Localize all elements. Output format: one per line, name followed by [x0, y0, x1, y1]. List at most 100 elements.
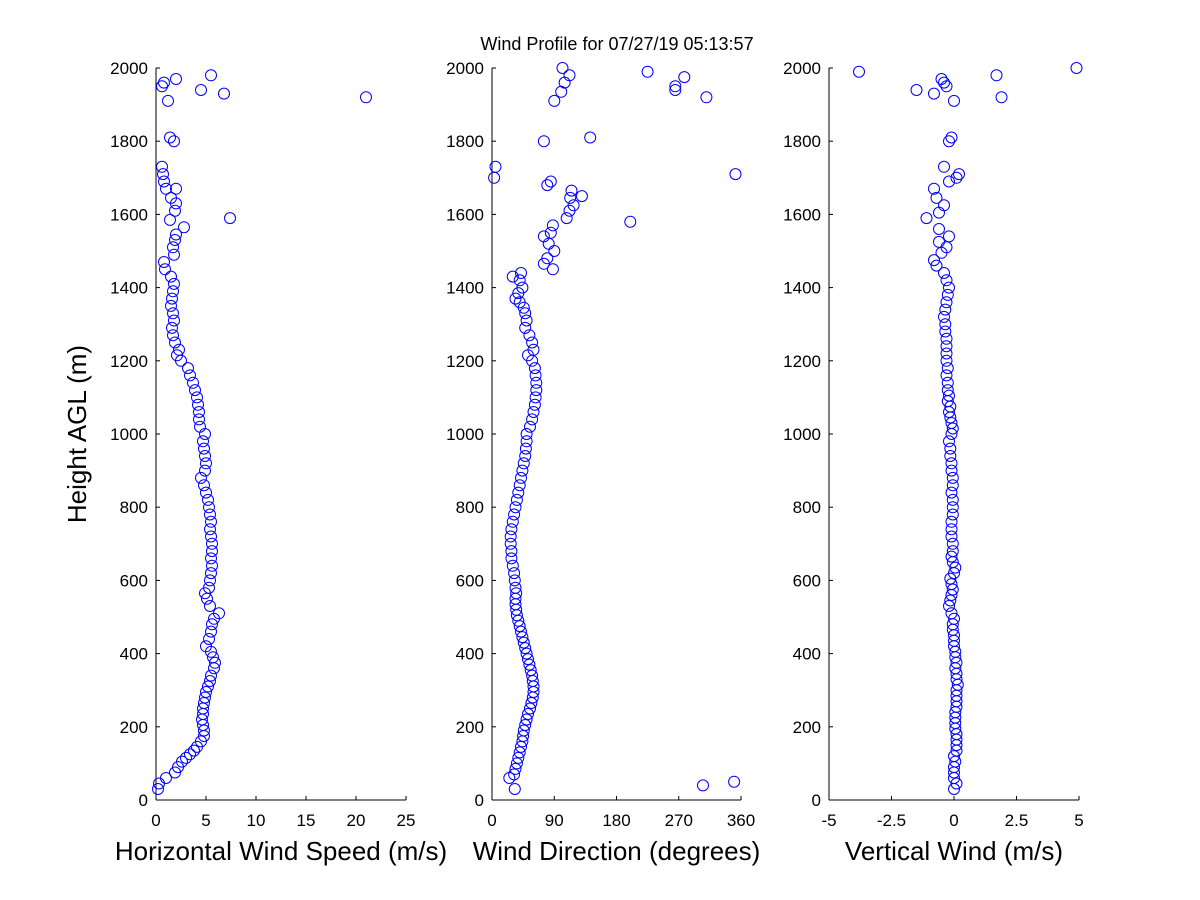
- data-point: [195, 471, 207, 484]
- data-point: [165, 299, 177, 312]
- data-point: [202, 680, 214, 693]
- data-point: [168, 314, 180, 327]
- x-tick-label: 0: [949, 811, 958, 830]
- data-point: [192, 398, 204, 411]
- x-tick-label: 180: [602, 811, 630, 830]
- data-point: [940, 369, 953, 382]
- data-point: [173, 343, 185, 356]
- data-point: [157, 168, 169, 181]
- data-point: [624, 215, 637, 228]
- data-point: [205, 552, 217, 565]
- data-point: [522, 708, 534, 720]
- data-point: [199, 691, 211, 704]
- data-point: [166, 321, 178, 334]
- data-point: [940, 354, 953, 367]
- data-point: [515, 471, 527, 484]
- data-point: [928, 182, 940, 195]
- data-point: [940, 80, 953, 93]
- data-point: [168, 248, 180, 261]
- data-point: [218, 87, 230, 100]
- data-point: [519, 719, 532, 731]
- data-point: [188, 744, 200, 757]
- data-point: [520, 428, 533, 440]
- data-point: [990, 69, 1003, 82]
- data-point: [678, 71, 691, 84]
- y-tick-label: 1400: [446, 279, 484, 298]
- data-point: [504, 537, 517, 550]
- data-point: [520, 713, 533, 726]
- data-point: [191, 391, 203, 404]
- data-point: [199, 428, 211, 440]
- data-point: [584, 131, 597, 144]
- x-tick-label: 10: [247, 811, 266, 830]
- data-point: [206, 545, 218, 558]
- data-point: [164, 213, 176, 226]
- data-point: [943, 135, 955, 148]
- data-point: [933, 223, 945, 235]
- data-point: [524, 420, 536, 433]
- data-point: [519, 321, 532, 334]
- data-point: [510, 493, 523, 506]
- data-point: [930, 191, 943, 204]
- data-point: [519, 450, 532, 462]
- x-tick-label: 15: [297, 811, 316, 830]
- data-point: [933, 206, 945, 219]
- data-point: [527, 406, 540, 418]
- panel-2: 0 200 400 600 800 1000 1200 1400 1600 1800 2000 0 90…: [446, 59, 760, 866]
- y-tick-label: 0: [812, 791, 821, 810]
- data-point: [944, 594, 957, 607]
- data-point: [489, 160, 502, 173]
- data-point: [565, 184, 578, 197]
- x-tick-label: 0: [487, 811, 496, 830]
- data-point: [520, 647, 533, 660]
- data-point: [524, 702, 536, 715]
- data-point: [204, 574, 216, 587]
- x-axis-label: Horizontal Wind Speed (m/s): [115, 836, 447, 866]
- data-point: [517, 457, 530, 470]
- data-point: [200, 640, 212, 653]
- data-point: [546, 219, 559, 232]
- data-point: [940, 332, 953, 345]
- data-point: [513, 296, 526, 309]
- data-point: [523, 658, 536, 671]
- y-tick-label: 0: [475, 791, 484, 810]
- data-point: [941, 376, 954, 389]
- y-tick-label: 0: [139, 791, 148, 810]
- data-point: [953, 168, 965, 181]
- data-point: [945, 457, 958, 470]
- data-point: [180, 751, 192, 764]
- data-point: [920, 212, 933, 225]
- data-point: [182, 362, 194, 375]
- data-point: [563, 69, 576, 82]
- data-point: [697, 779, 709, 792]
- x-tick-label: 0: [151, 811, 160, 830]
- y-tick-label: 1600: [446, 205, 484, 224]
- y-tick-label: 600: [120, 571, 148, 590]
- x-tick-label: 2.5: [1005, 811, 1029, 830]
- data-point: [945, 486, 958, 499]
- data-point: [935, 73, 948, 85]
- data-point: [512, 486, 525, 499]
- data-point: [167, 329, 179, 342]
- x-tick-label: 5: [201, 811, 210, 830]
- data-point: [160, 182, 172, 195]
- data-point: [509, 581, 522, 594]
- data-point: [526, 336, 539, 349]
- data-point: [509, 501, 522, 514]
- y-tick-label: 1800: [446, 132, 484, 151]
- data-point: [510, 587, 523, 600]
- data-point: [949, 561, 962, 574]
- data-point: [575, 190, 588, 203]
- data-point: [524, 664, 537, 677]
- data-point: [526, 669, 539, 682]
- data-point: [548, 245, 561, 257]
- data-point: [943, 389, 955, 402]
- data-point: [939, 325, 952, 338]
- data-point: [200, 486, 212, 499]
- data-point: [204, 523, 216, 536]
- data-point: [522, 653, 534, 666]
- data-point: [943, 175, 955, 188]
- data-point: [641, 65, 654, 78]
- data-point: [204, 600, 216, 612]
